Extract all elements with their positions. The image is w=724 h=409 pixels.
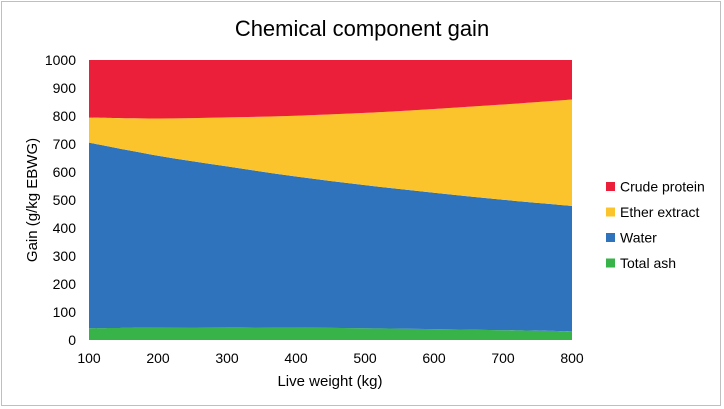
y-tick-label: 0 [68, 332, 76, 348]
x-axis-ticks: 100 200 300 400 500 600 700 800 [77, 350, 584, 366]
y-tick-label: 500 [53, 192, 77, 208]
y-tick-label: 200 [53, 276, 77, 292]
area-layer [89, 60, 572, 340]
legend-swatch-water [606, 233, 615, 242]
area-water [89, 142, 572, 332]
x-tick-label: 800 [560, 350, 584, 366]
x-tick-label: 400 [284, 350, 308, 366]
y-tick-label: 100 [53, 304, 77, 320]
y-tick-label: 800 [53, 108, 77, 124]
legend-label-ether-extract: Ether extract [620, 204, 699, 220]
chart-title: Chemical component gain [235, 16, 489, 41]
y-axis-ticks: 0 100 200 300 400 500 600 700 800 900 1000 [45, 52, 76, 348]
legend: Crude protein Ether extract Water Total ash [606, 179, 705, 271]
y-axis-label: Gain (g/kg EBWG) [24, 138, 41, 262]
area-crude-protein [89, 60, 572, 119]
y-tick-label: 700 [53, 136, 77, 152]
legend-label-total-ash: Total ash [620, 255, 676, 271]
x-tick-label: 700 [491, 350, 515, 366]
x-axis-label: Live weight (kg) [277, 373, 382, 390]
area-total-ash [89, 327, 572, 340]
area-ether-extract [89, 99, 572, 206]
y-tick-label: 600 [53, 164, 77, 180]
x-tick-label: 300 [215, 350, 239, 366]
x-tick-label: 100 [77, 350, 101, 366]
y-tick-label: 1000 [45, 52, 76, 68]
y-tick-label: 900 [53, 80, 77, 96]
legend-swatch-ether-extract [606, 207, 615, 217]
legend-swatch-crude-protein [606, 182, 615, 191]
x-tick-label: 500 [353, 350, 377, 366]
legend-label-crude-protein: Crude protein [620, 179, 705, 195]
y-tick-label: 400 [53, 220, 77, 236]
x-tick-label: 200 [146, 350, 170, 366]
legend-swatch-total-ash [606, 258, 615, 268]
y-tick-label: 300 [53, 248, 77, 264]
legend-label-water: Water [620, 230, 657, 246]
x-tick-label: 600 [422, 350, 446, 366]
